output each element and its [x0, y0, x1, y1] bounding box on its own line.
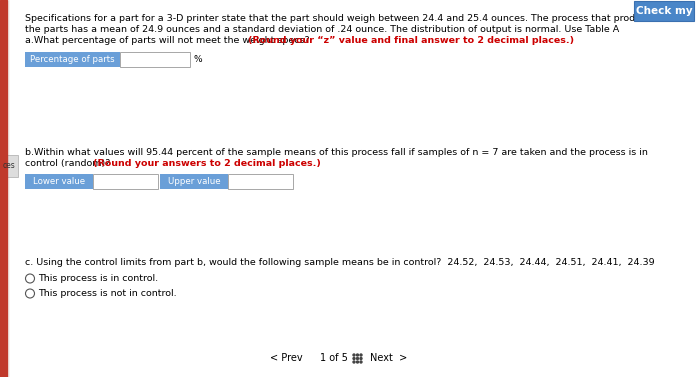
- Circle shape: [25, 274, 34, 283]
- FancyBboxPatch shape: [120, 52, 190, 67]
- Text: control (random)?: control (random)?: [25, 159, 113, 168]
- Text: Next  >: Next >: [370, 353, 407, 363]
- Text: %: %: [193, 55, 202, 64]
- Text: < Prev: < Prev: [270, 353, 302, 363]
- FancyBboxPatch shape: [228, 174, 293, 189]
- Text: ces: ces: [3, 161, 15, 170]
- Text: Specifications for a part for a 3-D printer state that the part should weigh bet: Specifications for a part for a 3-D prin…: [25, 14, 657, 23]
- Circle shape: [356, 354, 358, 356]
- Bar: [0, 0, 7, 377]
- Text: the parts has a mean of 24.9 ounces and a standard deviation of .24 ounce. The d: the parts has a mean of 24.9 ounces and …: [25, 25, 620, 34]
- Text: (Round your “z” value and final answer to 2 decimal places.): (Round your “z” value and final answer t…: [248, 36, 574, 45]
- Circle shape: [356, 361, 358, 363]
- FancyBboxPatch shape: [25, 52, 120, 67]
- Text: c. Using the control limits from part b, would the following sample means be in : c. Using the control limits from part b,…: [25, 258, 655, 267]
- Circle shape: [360, 354, 362, 356]
- Circle shape: [360, 361, 362, 363]
- Circle shape: [25, 289, 34, 298]
- Text: b.Within what values will 95.44 percent of the sample means of this process fall: b.Within what values will 95.44 percent …: [25, 148, 648, 157]
- Text: Check my: Check my: [636, 6, 692, 16]
- Circle shape: [353, 354, 355, 356]
- FancyBboxPatch shape: [25, 174, 93, 189]
- Text: (Round your answers to 2 decimal places.): (Round your answers to 2 decimal places.…: [93, 159, 321, 168]
- FancyBboxPatch shape: [634, 1, 694, 21]
- Text: Upper value: Upper value: [168, 177, 220, 186]
- FancyBboxPatch shape: [160, 174, 228, 189]
- Text: This process is not in control.: This process is not in control.: [38, 289, 177, 298]
- Circle shape: [353, 357, 355, 360]
- Circle shape: [356, 357, 358, 360]
- Text: This process is in control.: This process is in control.: [38, 274, 159, 283]
- FancyBboxPatch shape: [0, 155, 18, 177]
- Text: Lower value: Lower value: [33, 177, 85, 186]
- Circle shape: [353, 361, 355, 363]
- Text: Percentage of parts: Percentage of parts: [30, 55, 115, 64]
- Text: 1 of 5: 1 of 5: [320, 353, 348, 363]
- Circle shape: [360, 357, 362, 360]
- Text: a.What percentage of parts will not meet the weight specs?: a.What percentage of parts will not meet…: [25, 36, 313, 45]
- FancyBboxPatch shape: [10, 0, 700, 377]
- FancyBboxPatch shape: [93, 174, 158, 189]
